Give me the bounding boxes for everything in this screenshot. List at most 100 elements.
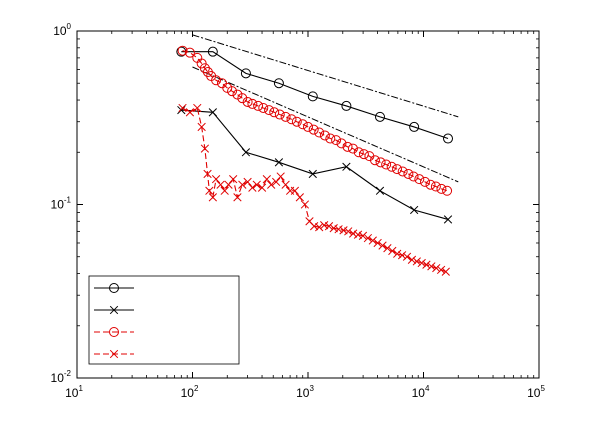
series-3-point: [358, 149, 369, 160]
series-4-point: [339, 226, 348, 235]
series-4-point: [272, 177, 281, 187]
legend-swatch-marker: [109, 283, 119, 293]
series-4-point: [329, 224, 338, 233]
series-4-point: [216, 180, 225, 189]
series-3-point: [386, 161, 397, 172]
series-3-point: [184, 47, 195, 58]
series-2-point: [177, 105, 186, 115]
series-2-point: [342, 162, 351, 171]
series-2-point: [375, 186, 385, 195]
series-4-point: [200, 144, 210, 153]
series-4-point: [248, 183, 257, 192]
series-2-point: [443, 215, 453, 224]
y-tick-label: 100: [53, 22, 71, 38]
series-4-point: [422, 260, 431, 269]
series-3-point: [308, 124, 319, 135]
y-tick-label: 10-1: [51, 196, 72, 212]
series-3-point: [375, 157, 386, 168]
series-1-point: [273, 78, 284, 89]
series-4-point: [334, 225, 343, 234]
series-4-point: [432, 263, 441, 273]
series-1-line: [181, 51, 449, 140]
series-3-point: [319, 130, 330, 141]
series-4-point: [388, 246, 397, 256]
series-4-point: [208, 193, 217, 202]
series-4-point: [407, 255, 417, 264]
series-4-point: [412, 257, 421, 266]
series-3: [177, 45, 453, 196]
y-tick-label: 10-2: [51, 369, 72, 385]
series-4-point: [290, 186, 300, 195]
series-3-point: [247, 98, 258, 109]
series-4-point: [205, 186, 214, 195]
reference-slope-line: [192, 34, 459, 118]
legend-entry-2: [94, 305, 134, 315]
reference-slope-line: [192, 66, 459, 183]
series-3-point: [342, 141, 353, 152]
series-4-point: [348, 229, 358, 238]
series-3-line: [182, 50, 448, 192]
series-4-point: [358, 231, 368, 240]
series-3-point: [237, 93, 248, 104]
series-3-point: [408, 171, 419, 182]
x-tick-label: 102: [181, 384, 199, 400]
series-3-point: [314, 127, 325, 138]
series-3-point: [227, 86, 238, 97]
series-2-point: [308, 169, 317, 179]
series-3-point: [258, 102, 269, 113]
series-3-point: [425, 179, 436, 190]
x-tick-label: 101: [65, 384, 83, 400]
series-4-point: [436, 265, 446, 275]
series-4-point: [203, 169, 212, 179]
series-4-point: [267, 180, 276, 189]
reference-lines: [192, 34, 459, 183]
series-4-point: [383, 244, 392, 253]
series-3-point: [397, 166, 408, 177]
series-3-point: [280, 111, 291, 122]
series-4-point: [320, 221, 329, 230]
series-3-point: [403, 168, 414, 179]
series-4-point: [363, 233, 373, 243]
series-2: [177, 105, 453, 224]
series-3-point: [297, 119, 308, 130]
series-1-point: [374, 111, 385, 122]
series-4-point: [324, 222, 334, 231]
legend-swatch-marker: [109, 327, 119, 337]
x-tick-labels: 101 102 103 104 105: [65, 384, 545, 400]
series-4-point: [309, 222, 319, 231]
series-1: [176, 46, 454, 144]
series-3-point: [414, 174, 425, 185]
series-4-point: [252, 180, 261, 189]
series-3-point: [264, 105, 275, 116]
series-2-point: [274, 158, 284, 167]
series-2-point: [409, 205, 419, 215]
series-4-point: [281, 180, 290, 189]
legend-swatch-marker: [109, 349, 119, 359]
series-4-point: [373, 238, 382, 248]
series-4-point: [197, 122, 206, 132]
series-3-point: [253, 100, 264, 111]
series-3-point: [347, 143, 358, 154]
series-3-point: [353, 147, 364, 158]
series-4-point: [262, 174, 271, 184]
x-tick-label: 104: [412, 384, 430, 400]
series-3-point: [419, 176, 430, 187]
series-3-point: [242, 96, 253, 107]
series-4-point: [243, 177, 252, 187]
legend-entry-3: [94, 327, 134, 337]
series-3-point: [286, 114, 297, 125]
legend-swatch-marker: [109, 305, 119, 315]
series-4-point: [427, 262, 436, 271]
series-4-point: [353, 230, 363, 239]
series-4: [178, 103, 450, 276]
series-1-point: [307, 91, 318, 102]
series-1-point: [240, 68, 251, 79]
series-3-point: [336, 138, 347, 149]
series-4-point: [295, 193, 305, 202]
series-3-point: [442, 185, 453, 196]
series-4-point: [193, 103, 202, 113]
series-layer: [176, 45, 454, 276]
series-3-point: [392, 164, 403, 175]
series-3-point: [199, 63, 210, 74]
